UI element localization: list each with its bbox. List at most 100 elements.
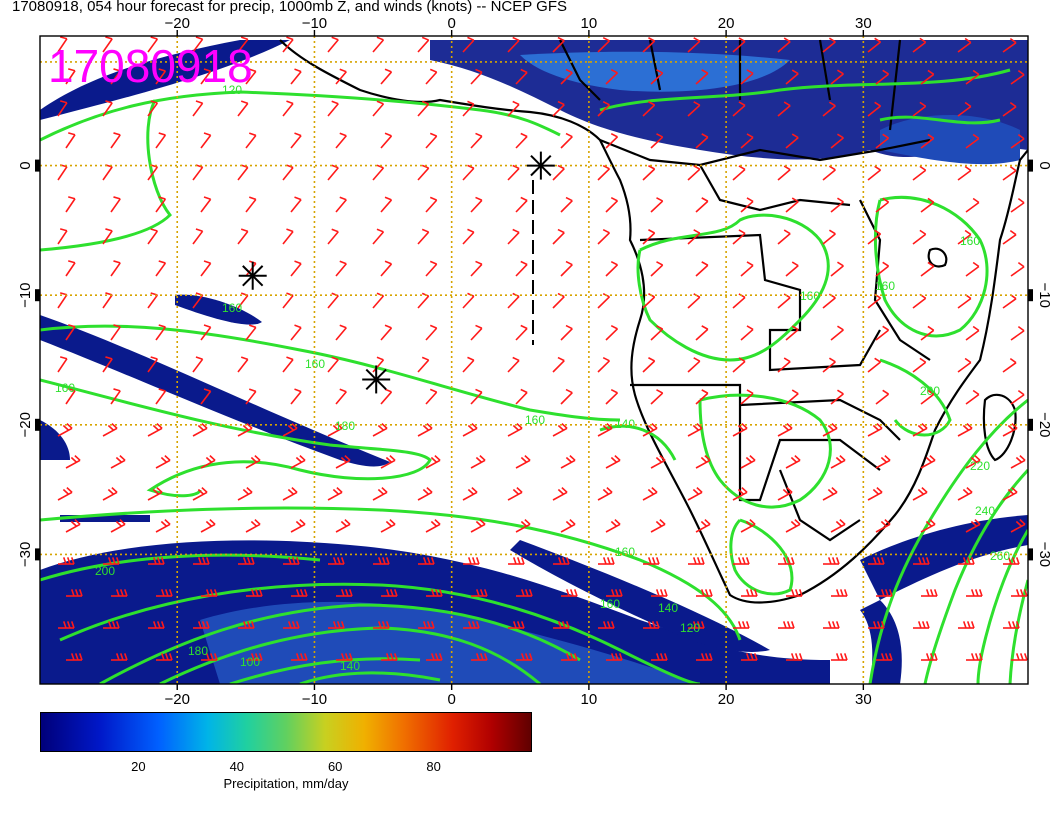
wind-barb <box>830 325 844 341</box>
wind-barb <box>732 229 746 245</box>
wind-barb <box>740 69 754 85</box>
wind-barb <box>290 132 302 149</box>
wind-barb <box>605 324 619 341</box>
wind-barb <box>147 36 159 53</box>
wind-barb <box>372 36 385 53</box>
wind-barb <box>695 69 709 85</box>
wind-barb <box>965 197 980 213</box>
wind-barb <box>598 621 615 629</box>
wind-barb <box>192 228 204 245</box>
wind-barb <box>200 519 216 533</box>
wind-barb <box>110 324 121 341</box>
contour-labels-layer: 120 160 160 160 180 160 140 160 160 160 … <box>55 83 1010 673</box>
wind-barb <box>102 228 113 245</box>
wind-barb <box>650 69 664 85</box>
wind-barb <box>200 260 212 277</box>
wind-barb <box>785 455 801 469</box>
wind-barb <box>957 423 973 437</box>
wind-barbs-layer <box>57 36 1028 661</box>
lat-tick-label-left: −20 <box>17 412 34 437</box>
wind-barb <box>507 423 523 437</box>
grid-layer <box>40 36 1028 684</box>
precip-streak-1 <box>40 315 390 467</box>
wind-barb <box>418 621 435 629</box>
wind-barb <box>155 324 167 341</box>
wind-barb <box>282 487 298 501</box>
wind-barb <box>642 165 656 181</box>
wind-barb <box>605 455 621 469</box>
contour-label: 160 <box>525 413 545 427</box>
wind-barb <box>695 519 711 533</box>
wind-barb <box>830 389 844 405</box>
wind-barb <box>327 423 343 437</box>
wind-barb <box>102 423 118 437</box>
wind-barb <box>560 388 573 405</box>
wind-barb <box>696 653 713 661</box>
wind-barb <box>470 260 483 277</box>
wind-barb <box>695 197 709 213</box>
lat-tick-right <box>1028 418 1033 431</box>
contour-label: 120 <box>222 83 242 97</box>
contour-label: 220 <box>970 459 990 473</box>
wind-barb <box>380 68 393 85</box>
lat-tick-right <box>1028 548 1033 561</box>
wind-barb <box>1002 487 1018 501</box>
wind-barb <box>515 68 528 85</box>
wind-barb <box>102 36 113 53</box>
wind-barb <box>372 356 385 373</box>
colorbar-gradient <box>40 712 532 752</box>
lon-tick-label-top: 10 <box>581 15 598 32</box>
wind-barb <box>290 388 302 405</box>
wind-barb <box>875 69 890 85</box>
wind-barb <box>920 69 935 85</box>
wind-barb <box>327 228 339 245</box>
wind-barb <box>605 260 619 277</box>
wind-barb <box>201 653 218 661</box>
wind-barb <box>335 324 347 341</box>
precip-streak-2 <box>175 294 262 325</box>
contour-label: 160 <box>875 279 895 293</box>
wind-barb <box>200 388 212 405</box>
madagascar <box>982 393 1017 462</box>
wind-barb <box>335 132 347 149</box>
wind-barb <box>957 165 972 181</box>
wind-barb <box>605 196 619 213</box>
wind-barb <box>237 36 249 53</box>
timestamp-stamp: 17080918 <box>48 40 253 92</box>
colorbar-tick-label: 40 <box>229 759 245 774</box>
wind-barb <box>238 621 255 629</box>
wind-barb <box>193 621 210 629</box>
wind-barb <box>102 356 113 373</box>
wind-barb <box>65 455 81 469</box>
colorbar-tick-label: 80 <box>426 759 441 774</box>
lon-tick-label-bottom: −10 <box>302 691 327 708</box>
wind-barb <box>732 165 746 181</box>
wind-barb <box>830 69 844 85</box>
wind-barb <box>642 487 658 501</box>
contour-label: 180 <box>335 419 355 433</box>
wind-barb <box>335 455 351 469</box>
wind-barb <box>912 229 927 245</box>
wind-barb <box>335 196 347 213</box>
contour-sahel-2 <box>879 115 1001 125</box>
wind-barb <box>65 68 76 85</box>
wind-barb <box>642 229 656 245</box>
precip-east-streak <box>860 515 1028 600</box>
wind-barb <box>470 388 483 405</box>
wind-barb <box>470 132 483 149</box>
map-frame <box>39 35 1029 685</box>
contour-africa-1 <box>636 213 830 362</box>
wind-barb <box>920 389 935 405</box>
wind-barb <box>553 557 570 565</box>
wind-barb <box>102 164 113 181</box>
wind-barb <box>822 165 836 181</box>
wind-barb <box>560 260 573 277</box>
wind-barb <box>597 356 611 373</box>
wind-barb <box>695 133 709 149</box>
wind-barb <box>147 487 163 501</box>
wind-barb <box>957 357 972 373</box>
wind-barb <box>148 621 165 629</box>
wind-barb <box>417 292 430 309</box>
wind-barb <box>687 37 701 53</box>
wind-barb <box>867 229 882 245</box>
